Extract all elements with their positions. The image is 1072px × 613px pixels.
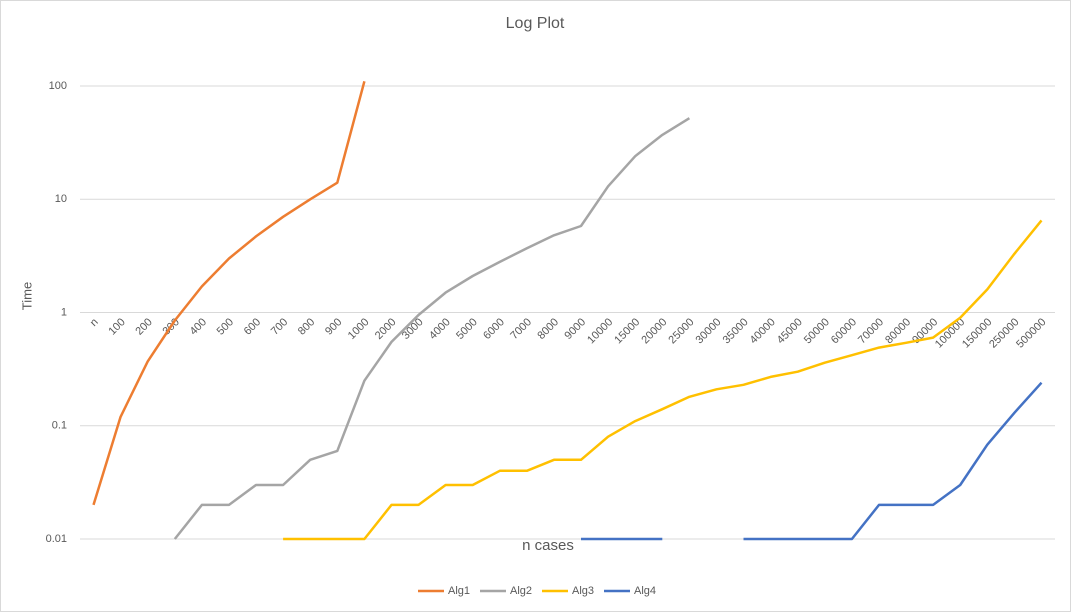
series-line <box>581 381 1043 541</box>
legend-label: Alg2 <box>510 585 532 597</box>
series-line <box>92 80 366 506</box>
y-axis-label: Time <box>19 282 34 310</box>
series-line <box>283 219 1043 541</box>
chart-title: Log Plot <box>506 15 565 32</box>
y-tick-label: 0.1 <box>52 420 67 432</box>
y-tick-label: 10 <box>55 193 67 205</box>
legend-label: Alg4 <box>634 585 656 597</box>
legend-label: Alg1 <box>448 585 470 597</box>
y-tick-label: 1 <box>61 306 67 318</box>
y-tick-label: 100 <box>49 80 67 92</box>
y-tick-label: 0.01 <box>46 533 67 545</box>
series-line <box>173 117 691 540</box>
legend-label: Alg3 <box>572 585 594 597</box>
x-axis-label: n cases <box>522 537 574 554</box>
